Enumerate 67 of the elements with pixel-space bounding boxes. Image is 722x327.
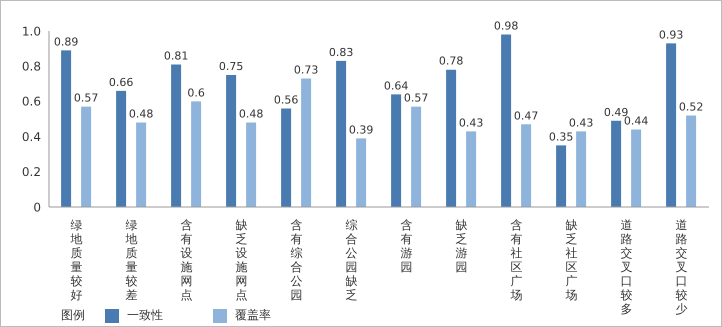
x-tick-label: 含有综合公园 xyxy=(290,218,302,302)
data-label: 0.48 xyxy=(128,108,154,121)
x-tick-label: 含有游园 xyxy=(400,218,412,274)
bar xyxy=(281,108,292,207)
bar xyxy=(576,131,586,207)
data-label: 0.93 xyxy=(658,28,684,42)
bar xyxy=(666,43,676,207)
x-tick-label: 含有设施网点 xyxy=(180,218,192,302)
bar xyxy=(631,130,642,207)
bar xyxy=(686,115,696,207)
legend-label: 覆盖率 xyxy=(234,307,271,324)
bar xyxy=(391,94,402,207)
data-label: 0.66 xyxy=(108,76,134,89)
data-label: 0.48 xyxy=(238,108,264,121)
bar xyxy=(556,145,566,207)
x-tick-label: 绿地质量较差 xyxy=(124,218,138,302)
y-tick-label: 1.0 xyxy=(22,24,41,38)
data-label: 0.56 xyxy=(274,93,298,106)
x-tick-label: 缺乏社区广场 xyxy=(564,218,578,302)
x-tick-label: 缺乏设施网点 xyxy=(236,218,248,302)
y-tick-label: 0.8 xyxy=(22,59,41,74)
bar xyxy=(501,34,512,207)
bar xyxy=(191,101,202,207)
data-label: 0.81 xyxy=(164,49,188,62)
x-tick-label: 道路交叉口较少 xyxy=(676,218,688,316)
bar xyxy=(336,60,346,207)
y-tick-label: 0 xyxy=(33,200,41,214)
y-tick-label: 0.6 xyxy=(22,94,41,109)
x-tick-label: 含有社区广场 xyxy=(510,218,522,302)
data-label: 0.52 xyxy=(678,100,704,114)
data-label: 0.57 xyxy=(404,92,428,105)
data-label: 0.57 xyxy=(74,92,98,105)
data-label: 0.75 xyxy=(218,60,244,73)
bar xyxy=(171,64,182,207)
data-label: 0.73 xyxy=(294,64,318,77)
bar xyxy=(246,122,256,207)
bar xyxy=(521,124,532,207)
bar xyxy=(356,138,366,207)
y-tick-label: 0.4 xyxy=(22,130,41,144)
bar xyxy=(446,70,456,207)
data-label: 0.64 xyxy=(384,79,408,92)
x-tick-label: 综合公园缺乏 xyxy=(346,218,358,302)
bar xyxy=(226,75,236,207)
bar xyxy=(611,120,622,207)
bar xyxy=(466,131,476,207)
bar xyxy=(61,50,72,207)
data-label: 0.83 xyxy=(328,46,354,59)
data-label: 0.47 xyxy=(514,109,538,122)
data-label: 0.6 xyxy=(187,86,205,100)
bar xyxy=(116,90,126,207)
data-label: 0.98 xyxy=(494,20,518,33)
data-label: 0.35 xyxy=(548,130,574,144)
data-label: 0.89 xyxy=(54,35,78,48)
legend-title: 图例 xyxy=(61,307,85,324)
x-tick-label: 道路交叉口较多 xyxy=(620,218,632,316)
bar xyxy=(301,78,312,207)
x-tick-label: 绿地质量较好 xyxy=(70,218,82,302)
data-label: 0.78 xyxy=(438,54,464,68)
data-label: 0.43 xyxy=(458,116,484,130)
y-tick-label: 0.2 xyxy=(22,165,41,180)
bar xyxy=(136,122,146,207)
bar xyxy=(411,106,422,207)
legend-label: 一致性 xyxy=(126,307,163,324)
data-label: 0.43 xyxy=(568,116,594,130)
x-tick-label: 缺乏游园 xyxy=(456,218,468,274)
data-label: 0.39 xyxy=(348,123,374,136)
bar xyxy=(81,106,92,207)
